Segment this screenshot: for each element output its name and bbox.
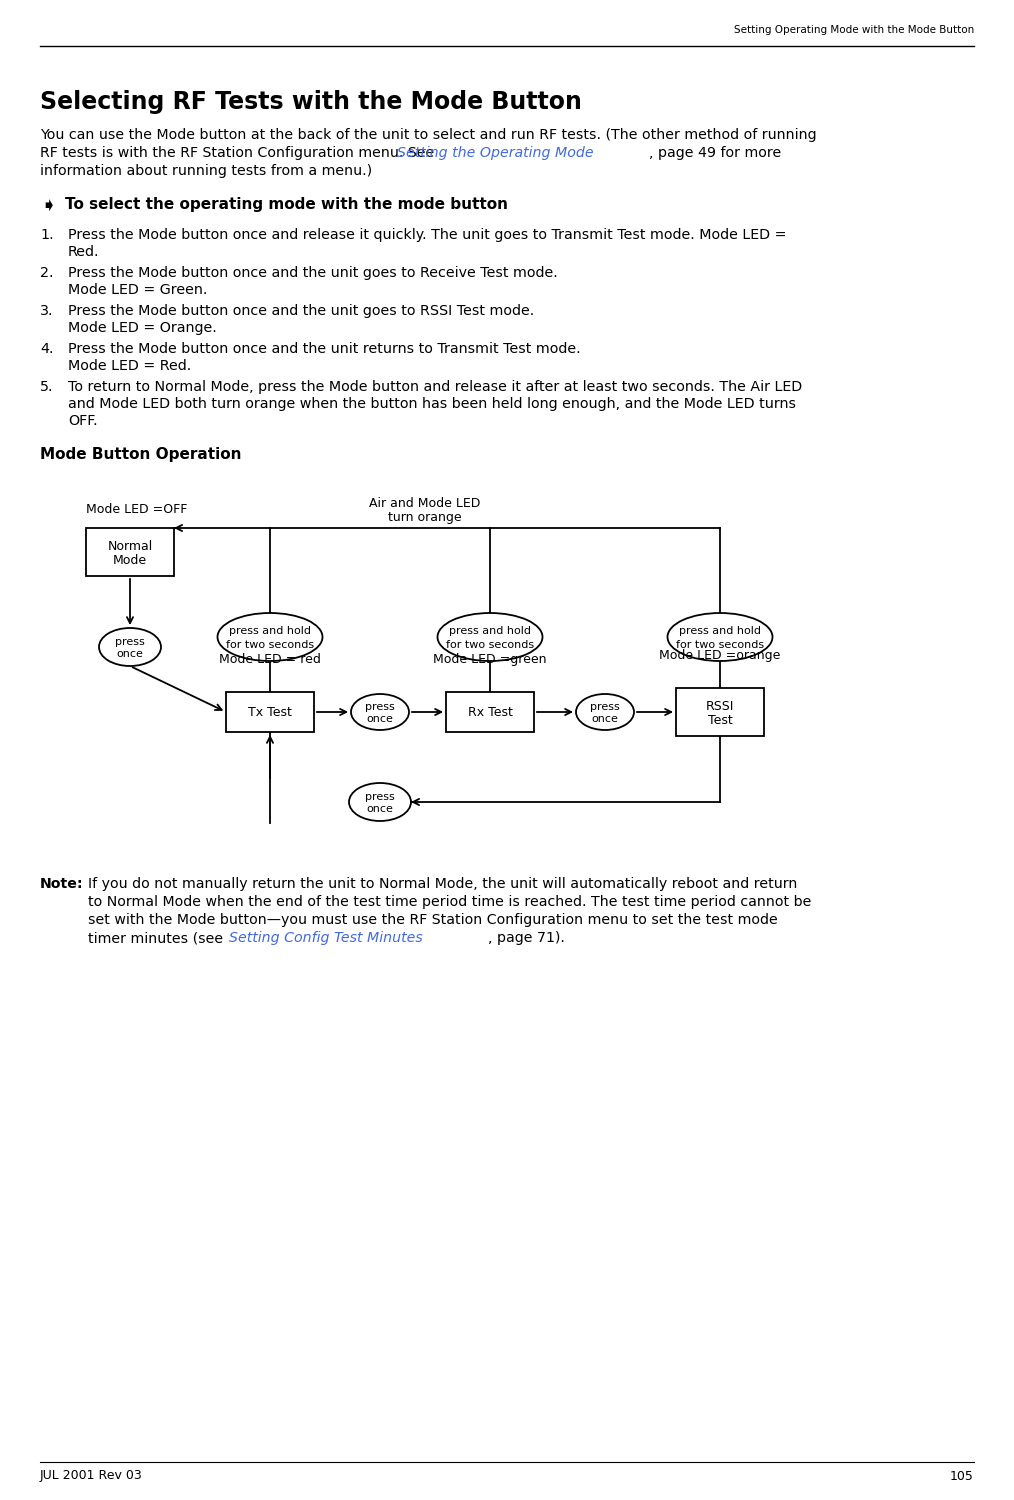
Text: Note:: Note:	[40, 878, 83, 891]
Ellipse shape	[437, 614, 542, 662]
Text: RF tests is with the RF Station Configuration menu. See: RF tests is with the RF Station Configur…	[40, 146, 439, 160]
Text: once: once	[367, 714, 393, 724]
Ellipse shape	[349, 783, 411, 820]
Text: to Normal Mode when the end of the test time period time is reached. The test ti: to Normal Mode when the end of the test …	[88, 896, 811, 909]
Text: Normal: Normal	[107, 540, 153, 554]
Ellipse shape	[351, 694, 409, 730]
Ellipse shape	[99, 628, 161, 666]
Text: Press the Mode button once and release it quickly. The unit goes to Transmit Tes: Press the Mode button once and release i…	[68, 228, 787, 242]
Text: 1.: 1.	[40, 228, 54, 242]
FancyBboxPatch shape	[676, 688, 764, 736]
Text: Mode LED = Green.: Mode LED = Green.	[68, 284, 208, 297]
FancyBboxPatch shape	[86, 528, 174, 576]
Ellipse shape	[667, 614, 773, 662]
Text: turn orange: turn orange	[388, 512, 461, 524]
Text: Rx Test: Rx Test	[467, 705, 512, 718]
Text: Mode LED =OFF: Mode LED =OFF	[86, 503, 188, 516]
Text: Press the Mode button once and the unit goes to Receive Test mode.: Press the Mode button once and the unit …	[68, 266, 558, 280]
Text: press and hold: press and hold	[449, 626, 531, 636]
Text: , page 71).: , page 71).	[488, 932, 565, 945]
Text: You can use the Mode button at the back of the unit to select and run RF tests. : You can use the Mode button at the back …	[40, 128, 816, 142]
Text: Mode LED =green: Mode LED =green	[433, 652, 547, 666]
Text: 4.: 4.	[40, 342, 54, 355]
Text: Red.: Red.	[68, 244, 99, 260]
Text: RSSI: RSSI	[706, 699, 734, 712]
Text: once: once	[117, 650, 143, 658]
Text: information about running tests from a menu.): information about running tests from a m…	[40, 164, 372, 178]
Text: for two seconds: for two seconds	[226, 640, 314, 650]
Text: Mode: Mode	[113, 555, 147, 567]
Text: Tx Test: Tx Test	[248, 705, 292, 718]
Text: OFF.: OFF.	[68, 414, 97, 428]
Text: 2.: 2.	[40, 266, 54, 280]
Text: To return to Normal Mode, press the Mode button and release it after at least tw: To return to Normal Mode, press the Mode…	[68, 380, 802, 394]
Text: once: once	[367, 804, 393, 814]
Text: Press the Mode button once and the unit goes to RSSI Test mode.: Press the Mode button once and the unit …	[68, 304, 534, 318]
Text: Setting the Operating Mode: Setting the Operating Mode	[397, 146, 593, 160]
Text: press: press	[365, 702, 394, 712]
Text: Mode LED = Orange.: Mode LED = Orange.	[68, 321, 217, 334]
FancyBboxPatch shape	[226, 692, 314, 732]
Text: Press the Mode button once and the unit returns to Transmit Test mode.: Press the Mode button once and the unit …	[68, 342, 581, 355]
Text: 105: 105	[950, 1470, 974, 1482]
Text: JUL 2001 Rev 03: JUL 2001 Rev 03	[40, 1470, 143, 1482]
Text: Mode LED = Red.: Mode LED = Red.	[68, 358, 192, 374]
Text: set with the Mode button—you must use the RF Station Configuration menu to set t: set with the Mode button—you must use th…	[88, 914, 778, 927]
Text: timer minutes (see: timer minutes (see	[88, 932, 227, 945]
Text: 3.: 3.	[40, 304, 54, 318]
Text: To select the operating mode with the mode button: To select the operating mode with the mo…	[65, 196, 508, 211]
Text: If you do not manually return the unit to Normal Mode, the unit will automatical: If you do not manually return the unit t…	[88, 878, 797, 891]
Text: ➧: ➧	[40, 196, 57, 216]
Text: 5.: 5.	[40, 380, 54, 394]
Text: for two seconds: for two seconds	[676, 640, 765, 650]
Text: once: once	[591, 714, 619, 724]
Text: , page 49 for more: , page 49 for more	[649, 146, 781, 160]
Text: Selecting RF Tests with the Mode Button: Selecting RF Tests with the Mode Button	[40, 90, 582, 114]
Text: Mode LED = red: Mode LED = red	[219, 652, 321, 666]
Text: press and hold: press and hold	[679, 626, 760, 636]
Text: for two seconds: for two seconds	[446, 640, 534, 650]
Text: Setting Operating Mode with the Mode Button: Setting Operating Mode with the Mode But…	[734, 26, 974, 34]
Text: Setting Config Test Minutes: Setting Config Test Minutes	[229, 932, 423, 945]
Text: Test: Test	[708, 714, 732, 726]
Text: press: press	[116, 638, 145, 646]
Text: Mode LED =orange: Mode LED =orange	[659, 650, 781, 662]
Text: press and hold: press and hold	[229, 626, 311, 636]
Text: Air and Mode LED: Air and Mode LED	[369, 496, 481, 510]
Ellipse shape	[217, 614, 322, 662]
Text: press: press	[590, 702, 620, 712]
FancyBboxPatch shape	[446, 692, 534, 732]
Text: press: press	[365, 792, 394, 802]
Text: and Mode LED both turn orange when the button has been held long enough, and the: and Mode LED both turn orange when the b…	[68, 398, 796, 411]
Ellipse shape	[576, 694, 634, 730]
Text: Mode Button Operation: Mode Button Operation	[40, 447, 241, 462]
